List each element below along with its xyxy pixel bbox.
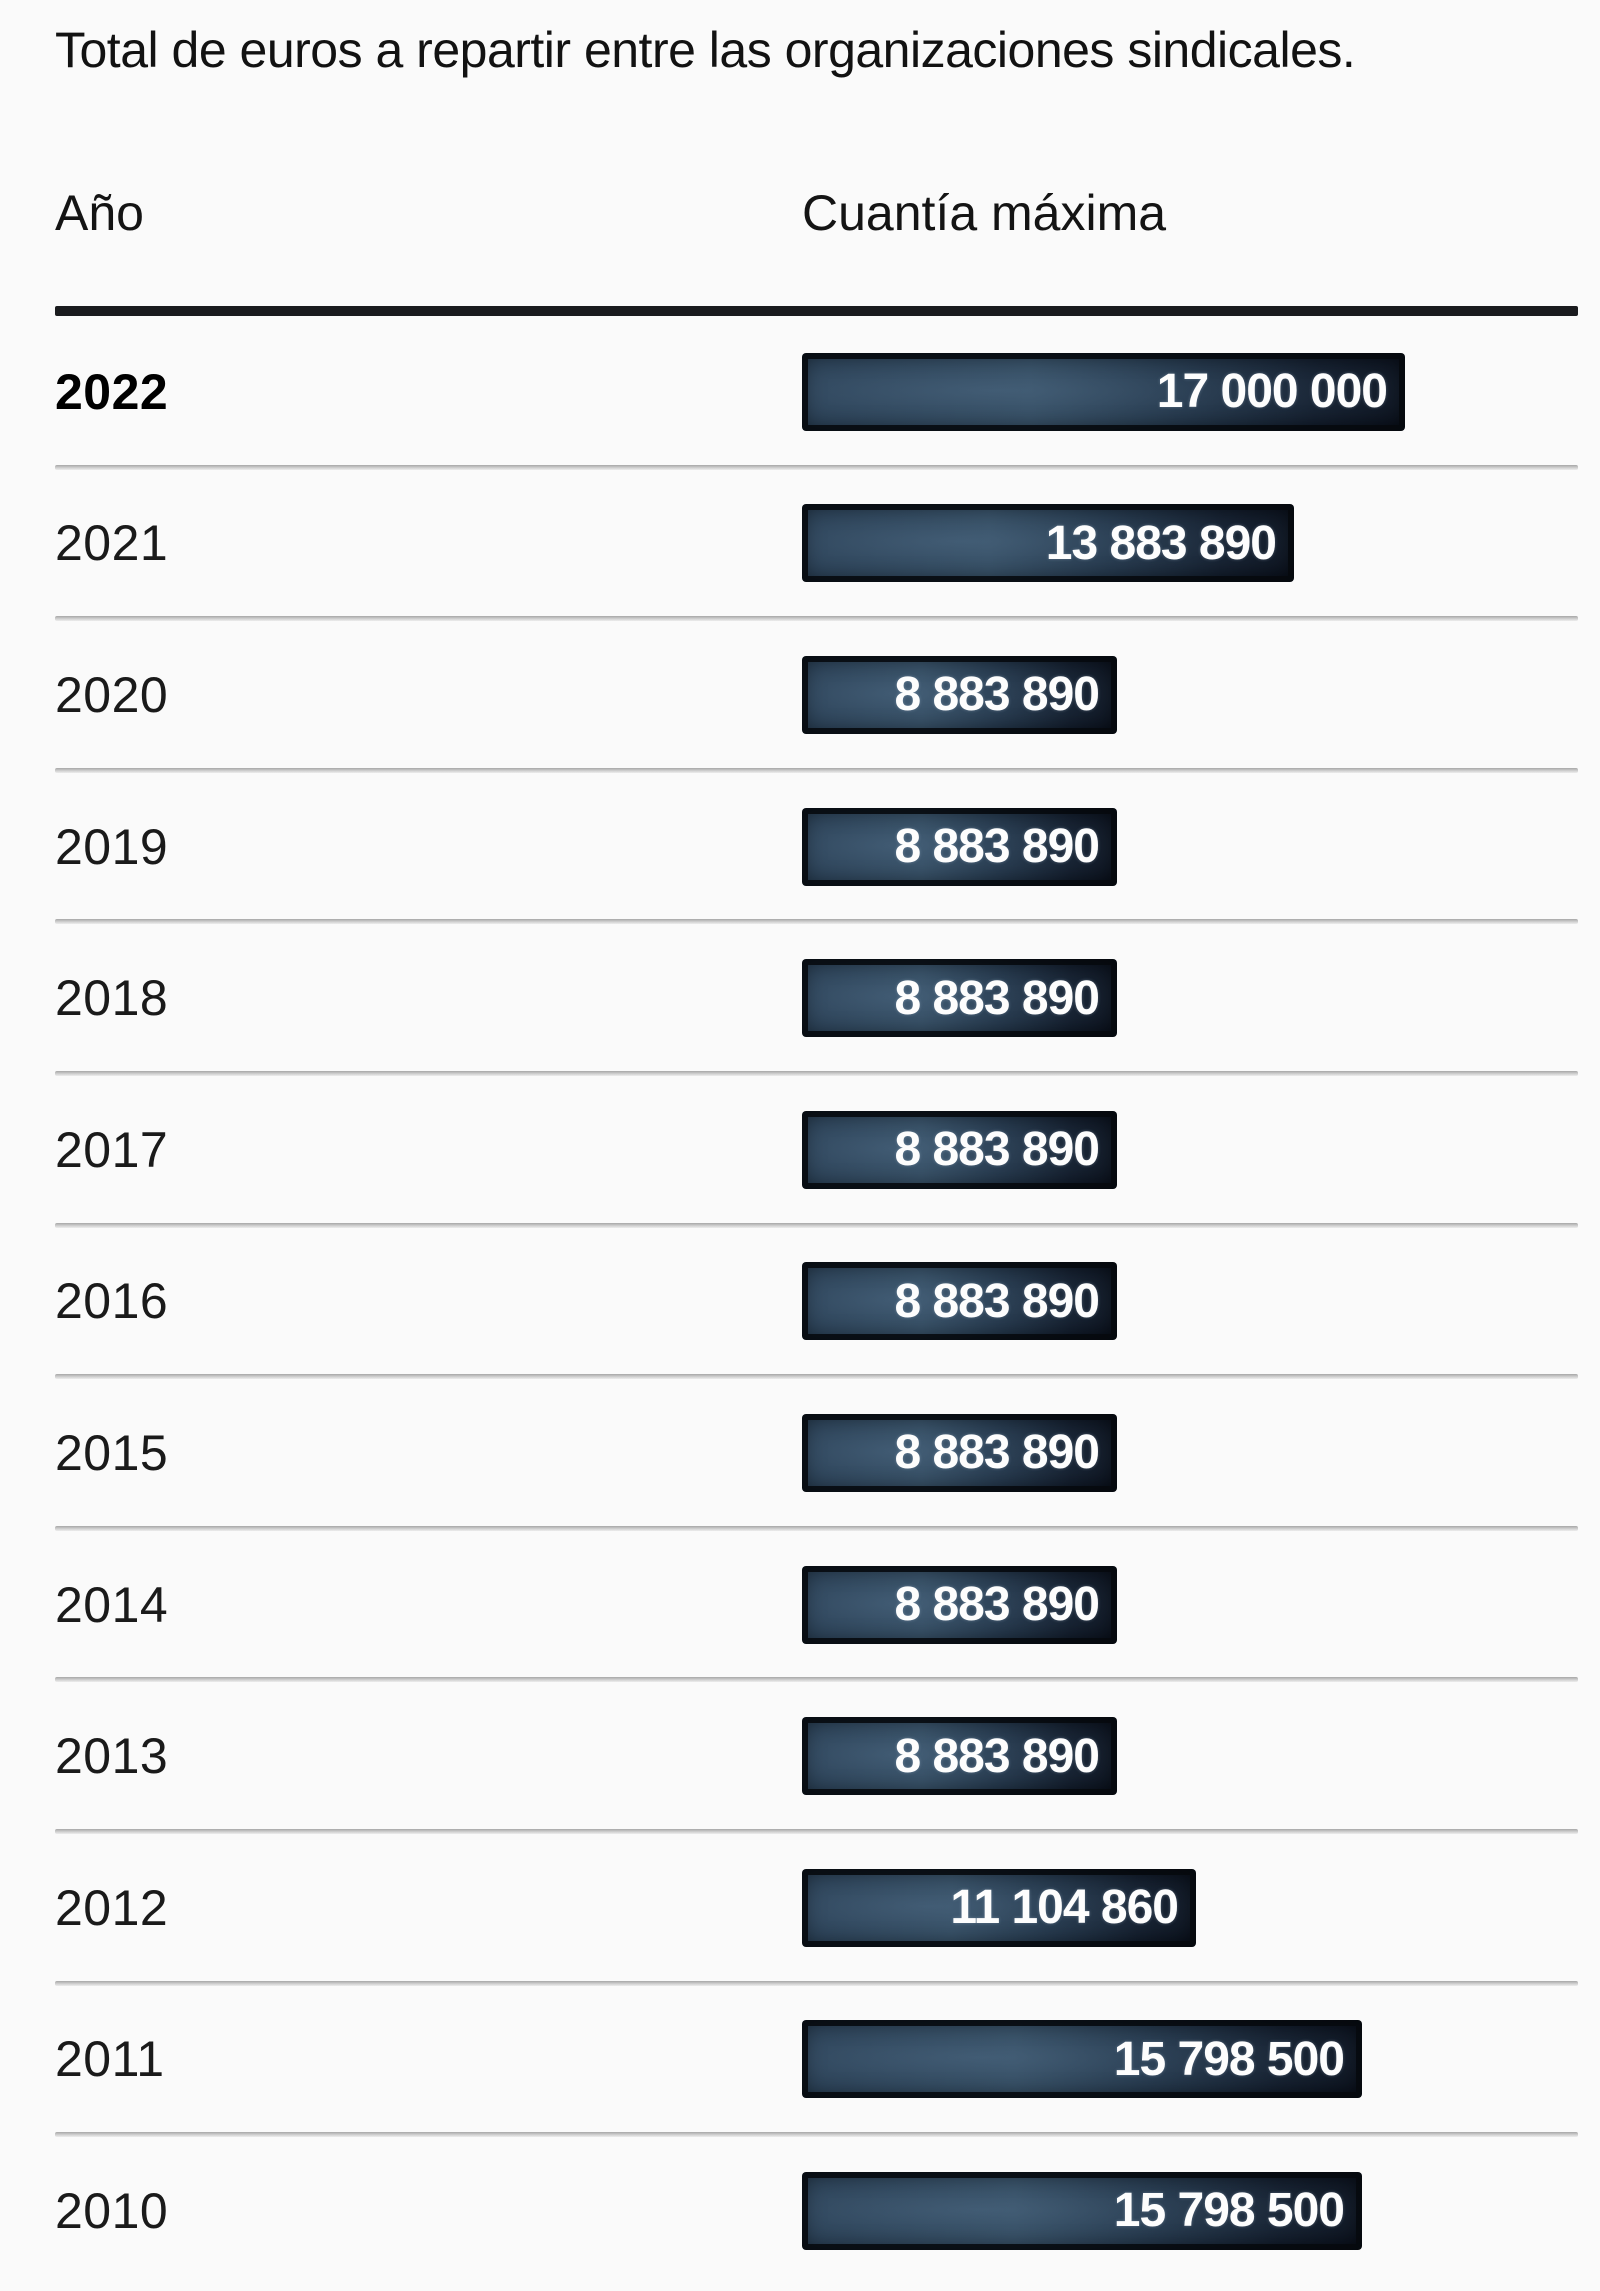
year-label: 2019: [55, 818, 169, 875]
value-label: 8 883 890: [894, 1426, 1100, 1480]
chart-row: 2022 17 000 000: [55, 316, 1578, 470]
year-label: 2016: [55, 1273, 169, 1330]
chart-row: 2010 15 798 500: [55, 2135, 1578, 2287]
chart-title: Total de euros a repartir entre las orga…: [55, 22, 1356, 78]
year-label: 2010: [55, 2182, 169, 2239]
chart-row: 2013 8 883 890: [55, 1680, 1578, 1834]
value-bar: 8 883 890: [802, 655, 1117, 734]
chart-row: 2020 8 883 890: [55, 619, 1578, 773]
chart-row: 2016 8 883 890: [55, 1226, 1578, 1379]
value-label: 11 104 860: [950, 1881, 1179, 1935]
value-bar: 8 883 890: [802, 807, 1117, 886]
col-header-amount: Cuantía máxima: [802, 185, 1167, 241]
year-label: 2020: [55, 666, 169, 723]
value-label: 8 883 890: [894, 1274, 1100, 1328]
year-label: 2011: [55, 2031, 165, 2088]
year-label: 2022: [55, 363, 169, 420]
chart-row: 2012 11 104 860: [55, 1832, 1578, 1986]
year-label: 2012: [55, 1879, 169, 1936]
value-bar: 17 000 000: [802, 352, 1405, 431]
value-label: 17 000 000: [1156, 365, 1388, 419]
value-bar: 8 883 890: [802, 959, 1117, 1038]
column-headers: Año Cuantía máxima: [55, 183, 1578, 243]
chart-row: 2014 8 883 890: [55, 1529, 1578, 1682]
bar-area: 15 798 500: [802, 2020, 1578, 2099]
bar-area: 8 883 890: [802, 655, 1578, 734]
value-bar: 15 798 500: [802, 2171, 1362, 2250]
value-label: 15 798 500: [1113, 2184, 1345, 2238]
chart-row: 2017 8 883 890: [55, 1074, 1578, 1228]
value-bar: 8 883 890: [802, 1110, 1117, 1189]
year-label: 2013: [55, 1728, 169, 1785]
year-label: 2021: [55, 515, 169, 572]
header-rule: [55, 306, 1578, 316]
year-label: 2018: [55, 970, 169, 1027]
chart-row: 2019 8 883 890: [55, 771, 1578, 924]
value-label: 15 798 500: [1113, 2032, 1345, 2086]
bar-area: 17 000 000: [802, 352, 1578, 431]
value-label: 13 883 890: [1045, 516, 1277, 570]
bar-area: 8 883 890: [802, 1110, 1578, 1189]
bar-area: 15 798 500: [802, 2171, 1578, 2250]
value-label: 8 883 890: [894, 668, 1100, 722]
bar-area: 8 883 890: [802, 1717, 1578, 1796]
value-bar: 8 883 890: [802, 1717, 1117, 1796]
bar-area: 8 883 890: [802, 1413, 1578, 1492]
year-label: 2017: [55, 1121, 169, 1178]
chart-row: 2018 8 883 890: [55, 922, 1578, 1076]
chart-row: 2011 15 798 500: [55, 1984, 1578, 2137]
chart-row: 2015 8 883 890: [55, 1377, 1578, 1531]
value-bar: 13 883 890: [802, 504, 1294, 583]
value-label: 8 883 890: [894, 1729, 1100, 1783]
value-bar: 8 883 890: [802, 1413, 1117, 1492]
value-label: 8 883 890: [894, 1123, 1100, 1177]
col-header-year: Año: [55, 185, 144, 241]
value-bar: 8 883 890: [802, 1262, 1117, 1341]
bar-area: 8 883 890: [802, 959, 1578, 1038]
bar-area: 8 883 890: [802, 807, 1578, 886]
year-label: 2014: [55, 1576, 169, 1633]
year-label: 2015: [55, 1424, 169, 1481]
bar-area: 8 883 890: [802, 1565, 1578, 1644]
value-label: 8 883 890: [894, 820, 1100, 874]
value-label: 8 883 890: [894, 1578, 1100, 1632]
chart-row: 2021 13 883 890: [55, 468, 1578, 621]
value-bar: 8 883 890: [802, 1565, 1117, 1644]
value-label: 8 883 890: [894, 971, 1100, 1025]
bar-area: 11 104 860: [802, 1868, 1578, 1947]
value-bar: 15 798 500: [802, 2020, 1362, 2099]
value-bar: 11 104 860: [802, 1868, 1196, 1947]
bar-area: 13 883 890: [802, 504, 1578, 583]
bar-area: 8 883 890: [802, 1262, 1578, 1341]
chart-rows: 2022 17 000 000 2021 13 883 890 2020 8 8…: [55, 316, 1578, 2287]
